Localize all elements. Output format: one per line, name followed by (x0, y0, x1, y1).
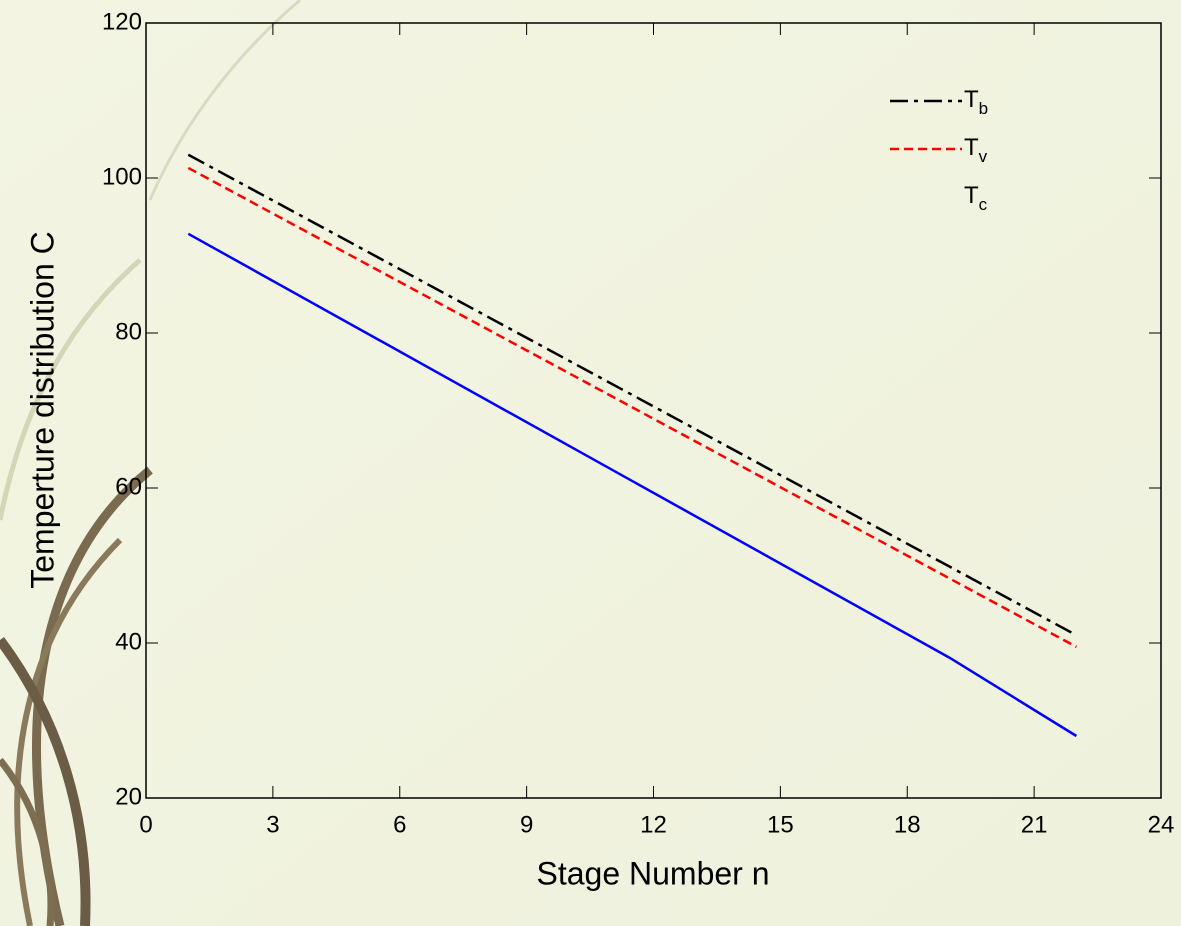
y-tick-label: 20 (115, 783, 142, 810)
x-tick-label: 24 (1148, 811, 1175, 838)
y-tick-label: 80 (115, 318, 142, 345)
x-tick-label: 12 (640, 811, 667, 838)
x-tick-label: 3 (266, 811, 279, 838)
y-axis-label: Temperture distribution C (24, 231, 60, 588)
series-line (187, 153, 1078, 637)
series-line (187, 232, 1078, 738)
x-axis-label: Stage Number n (536, 855, 769, 891)
x-tick-label: 6 (393, 811, 406, 838)
y-tick-label: 100 (102, 163, 142, 190)
x-tick-label: 9 (520, 811, 533, 838)
x-tick-label: 18 (894, 811, 921, 838)
series-line (187, 166, 1078, 648)
y-tick-label: 120 (102, 8, 142, 35)
x-tick-label: 0 (139, 811, 152, 838)
legend-label: Tc (964, 182, 988, 214)
y-tick-label: 40 (115, 628, 142, 655)
y-tick-label: 60 (115, 473, 142, 500)
x-tick-label: 15 (767, 811, 794, 838)
x-tick-label: 21 (1021, 811, 1048, 838)
legend-label: Tb (964, 86, 988, 118)
legend-label: Tv (964, 134, 988, 166)
